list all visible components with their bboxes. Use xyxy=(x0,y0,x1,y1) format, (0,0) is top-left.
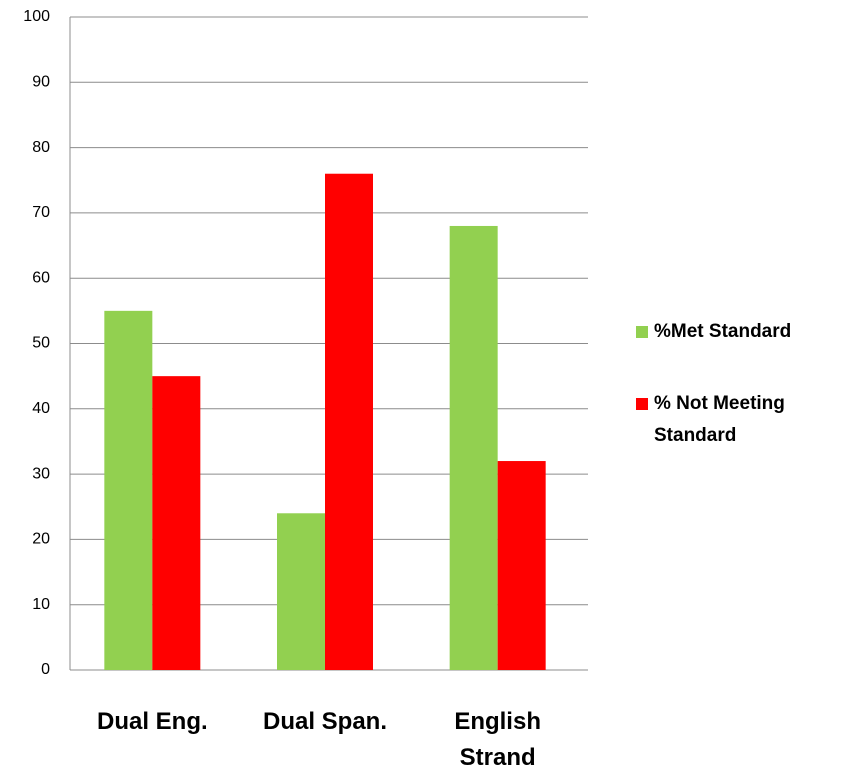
bar xyxy=(104,310,153,670)
legend-item: % Not Meeting Standard xyxy=(636,392,854,452)
legend-label: % Not Meeting Standard xyxy=(654,393,785,446)
y-tick-label: 0 xyxy=(41,661,50,678)
legend-item: %Met Standard xyxy=(636,320,854,348)
y-tick-label: 80 xyxy=(32,139,50,156)
bar xyxy=(325,173,373,670)
legend-label: %Met Standard xyxy=(654,321,792,342)
y-tick-label: 30 xyxy=(32,465,50,482)
x-tick-label: Dual Span. xyxy=(262,708,388,735)
y-tick-label: 60 xyxy=(32,269,50,286)
x-tick-label: Dual Eng. xyxy=(96,708,208,735)
bar xyxy=(449,225,498,670)
y-tick-label: 90 xyxy=(32,74,50,91)
x-tick-label: English Strand xyxy=(454,708,541,771)
legend-swatch xyxy=(636,326,648,338)
bar xyxy=(497,461,546,670)
legend-swatch xyxy=(636,398,648,410)
bar xyxy=(152,376,201,670)
y-tick-label: 40 xyxy=(32,400,50,417)
y-tick-label: 20 xyxy=(32,531,50,548)
y-tick-label: 100 xyxy=(23,8,50,25)
y-tick-label: 10 xyxy=(32,596,50,613)
y-tick-label: 50 xyxy=(32,335,50,352)
bar xyxy=(277,513,325,670)
y-tick-label: 70 xyxy=(32,204,50,221)
